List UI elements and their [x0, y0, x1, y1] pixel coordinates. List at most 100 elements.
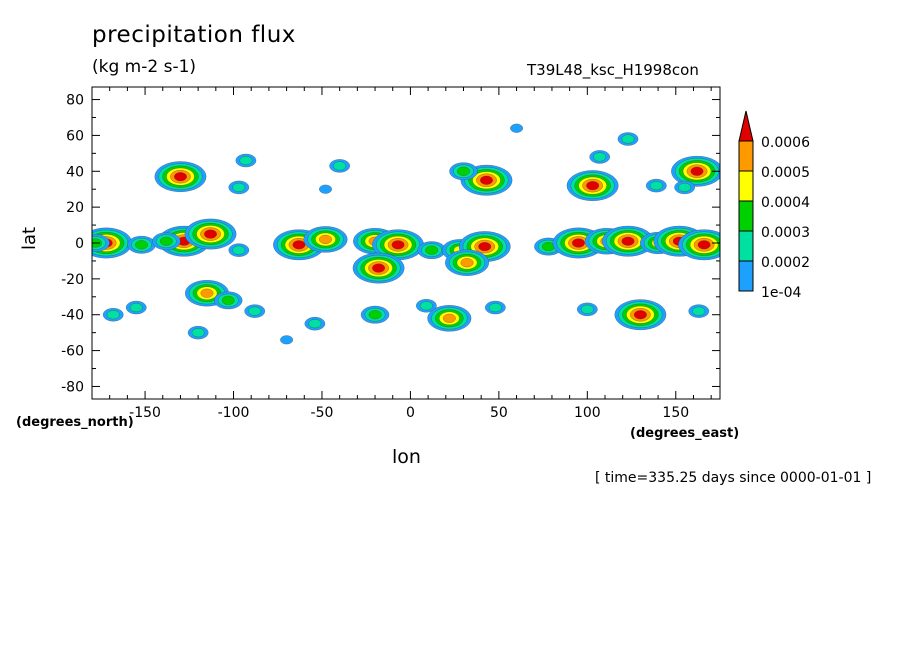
precip-contour-level-1: [692, 306, 706, 316]
precip-cell: [92, 234, 110, 252]
precip-cell: [352, 252, 405, 284]
colorbar-label: 0.0005: [761, 165, 810, 181]
precip-contour-level-0: [319, 184, 332, 194]
colorbar-swatch: [738, 140, 754, 172]
precip-contour-level-5: [690, 166, 704, 176]
precip-cell: [617, 132, 639, 146]
precip-cell: [319, 184, 332, 194]
precip-contour-level-2: [457, 166, 470, 176]
precip-contour-level-4: [460, 258, 474, 268]
precip-cell: [329, 159, 350, 173]
x-tick-label: 150: [662, 405, 689, 421]
y-axis-unit: (degrees_north): [16, 415, 134, 430]
precip-cell: [280, 335, 293, 345]
y-tick-label: -40: [61, 308, 84, 324]
precip-cell: [184, 218, 237, 250]
precip-contour-level-2: [425, 245, 439, 255]
precip-cell: [577, 302, 598, 317]
y-tick-label: 80: [66, 93, 84, 109]
precip-cell: [125, 300, 147, 315]
precip-contour-level-5: [697, 240, 711, 250]
precip-contour-level-1: [239, 156, 253, 166]
precip-cell: [589, 150, 610, 164]
precip-cell: [688, 304, 710, 318]
colorbar-extend-arrow: [738, 110, 754, 142]
precip-contour-level-4: [319, 234, 332, 244]
precip-cell: [417, 241, 446, 260]
precip-cell: [127, 235, 156, 254]
precip-contour-level-2: [221, 295, 235, 305]
precip-cell: [102, 308, 124, 322]
precip-cell: [674, 180, 695, 195]
precip-cell: [214, 291, 243, 310]
precip-contour-level-5: [480, 175, 493, 185]
precip-cell: [485, 300, 506, 315]
x-tick-label: -50: [311, 405, 334, 421]
precip-contour-level-1: [106, 310, 120, 320]
colorbar-label: 0.0002: [761, 255, 810, 271]
precip-contour-level-2: [159, 236, 173, 246]
precip-contour-level-0: [510, 123, 523, 133]
precip-contour-level-5: [478, 242, 492, 252]
chart-units: (kg m-2 s-1): [92, 57, 197, 77]
precip-contour-level-5: [372, 263, 385, 273]
colorbar-swatch: [738, 260, 754, 292]
precip-cell: [154, 161, 207, 192]
precip-contour-level-2: [135, 240, 148, 250]
precip-cell: [244, 304, 266, 318]
precip-cell: [427, 305, 472, 332]
colorbar-swatch: [738, 170, 754, 202]
y-tick-label: -80: [61, 379, 84, 395]
precip-contour-level-1: [232, 182, 246, 192]
precip-contour-level-1: [649, 181, 663, 191]
precip-cell: [646, 178, 667, 193]
precip-contour-level-1: [593, 152, 607, 162]
precip-cell: [303, 226, 348, 253]
precip-contour-level-1: [333, 161, 347, 171]
colorbar-label: 0.0004: [761, 195, 810, 211]
precip-contour-level-1: [488, 303, 502, 313]
precip-cell: [510, 123, 523, 133]
precip-contour-level-1: [621, 134, 635, 144]
colorbar-label: 1e-04: [761, 285, 801, 301]
chart-title: precipitation flux: [92, 22, 296, 48]
y-tick-label: 0: [75, 236, 84, 252]
x-tick-label: 50: [490, 405, 508, 421]
y-tick-label: -20: [61, 272, 84, 288]
precip-contour-level-5: [572, 238, 585, 248]
precip-cell: [460, 164, 513, 196]
precip-cell: [678, 229, 720, 261]
x-tick-label: -100: [218, 405, 250, 421]
precip-contour-level-5: [292, 240, 306, 250]
precip-contour-level-1: [419, 301, 433, 311]
precip-contour-level-1: [580, 304, 594, 314]
precip-contour-level-1: [232, 245, 246, 255]
precip-contour-level-5: [391, 240, 405, 250]
precip-contour-level-5: [174, 172, 187, 182]
precip-cell: [416, 299, 437, 313]
y-tick-label: -60: [61, 344, 84, 360]
time-stamp: [ time=335.25 days since 0000-01-01 ]: [595, 470, 872, 486]
precip-cell: [304, 317, 326, 331]
precip-cell: [228, 243, 250, 257]
precip-contour-level-5: [204, 229, 217, 239]
precip-cell: [152, 232, 181, 251]
run-label: T39L48_ksc_H1998con: [527, 61, 699, 79]
x-tick-label: -150: [129, 405, 161, 421]
precip-contour-level-1: [191, 328, 205, 338]
y-tick-label: 60: [66, 128, 84, 144]
precip-cell: [566, 170, 619, 201]
precip-contour-level-1: [308, 319, 322, 329]
colorbar-swatch: [738, 230, 754, 262]
colorbar-label: 0.0006: [761, 135, 810, 151]
x-tick-label: 100: [574, 405, 601, 421]
precip-cell: [449, 162, 478, 181]
precip-contour-level-4: [200, 288, 214, 298]
precip-contour-level-1: [678, 182, 691, 192]
y-tick-label: 40: [66, 164, 84, 180]
precip-cell: [445, 249, 489, 276]
precip-cell: [671, 155, 720, 187]
precip-contour-level-1: [248, 306, 262, 316]
precip-cell: [187, 325, 209, 340]
